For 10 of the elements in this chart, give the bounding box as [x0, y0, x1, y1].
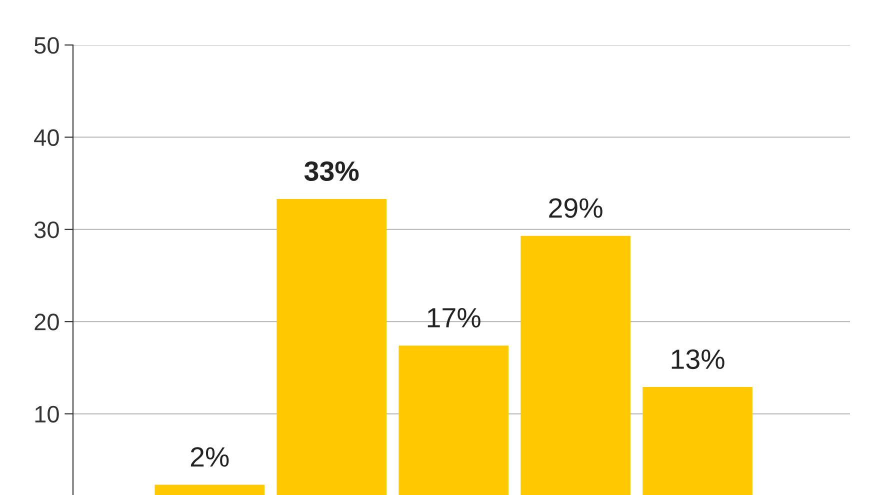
y-tick-label: 50 — [34, 37, 59, 54]
data-label: 2% — [190, 447, 229, 467]
y-tick-label: 10 — [35, 406, 59, 423]
y-tick-label: 30 — [34, 221, 59, 238]
y-tick-label: 40 — [34, 129, 59, 146]
data-label: 29% — [549, 198, 602, 218]
y-tick-label: 20 — [34, 314, 59, 330]
data-label: 33% — [304, 161, 359, 182]
data-label: 17% — [428, 308, 480, 328]
data-label: 13% — [672, 349, 724, 370]
